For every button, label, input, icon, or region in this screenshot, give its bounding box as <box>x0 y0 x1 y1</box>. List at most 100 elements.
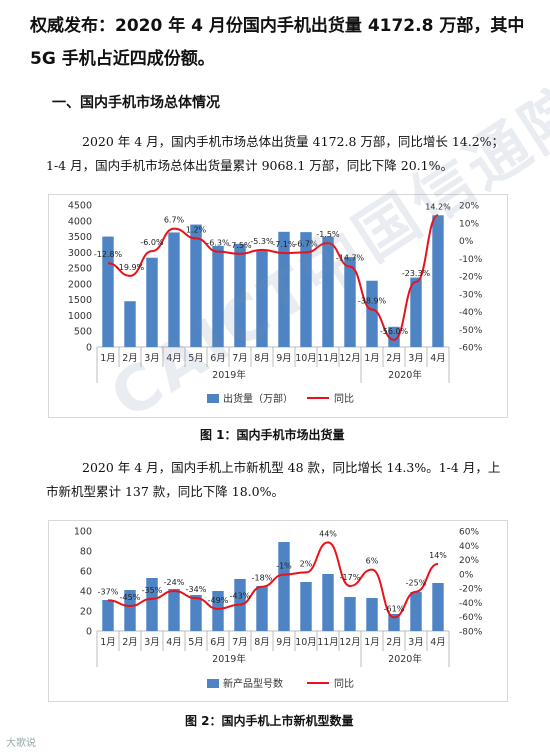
x-tick-label: 4月 <box>430 637 446 648</box>
bar <box>366 598 378 631</box>
y-tick-label: 1000 <box>68 311 92 322</box>
data-label: -34% <box>186 585 207 594</box>
bar <box>322 236 334 347</box>
bar <box>388 326 400 347</box>
x-tick-label: 3月 <box>408 353 424 364</box>
y2-tick-label: -20% <box>459 585 483 595</box>
y-tick-label: 60 <box>80 567 92 578</box>
legend-label-bar: 新产品型号数 <box>223 677 283 690</box>
x-tick-label: 3月 <box>408 637 424 648</box>
bar <box>300 232 312 347</box>
bar <box>256 586 268 631</box>
bar <box>366 280 378 347</box>
data-label: -6.0% <box>140 238 164 247</box>
data-label: -12.8% <box>94 250 123 259</box>
data-label: -37% <box>98 587 119 596</box>
x-tick-label: 10月 <box>295 637 317 648</box>
x-tick-label: 4月 <box>430 353 446 364</box>
bar <box>344 597 356 631</box>
legend-swatch-bar <box>207 394 219 403</box>
bar <box>278 542 290 631</box>
y2-tick-label: 60% <box>459 528 479 538</box>
data-label: 6.7% <box>164 216 185 225</box>
bar <box>124 590 136 631</box>
data-label: -5.3% <box>250 237 274 246</box>
x-group-label: 2020年 <box>388 653 422 665</box>
bar <box>102 236 114 347</box>
legend-swatch-bar <box>207 679 219 688</box>
x-tick-label: 5月 <box>188 353 204 364</box>
bar <box>300 582 312 631</box>
bar <box>212 591 224 631</box>
x-tick-label: 11月 <box>317 637 339 648</box>
x-group-label: 2020年 <box>388 369 422 381</box>
chart-shipments-svg: 0 500 1000 1500 2000 2500 3000 3500 4000 4500 20% 1… <box>68 201 483 406</box>
paragraph-2-line-1: 2020 年 4 月，国内手机上市新机型 48 款，同比增长 14.3%。1-4… <box>82 460 501 475</box>
paragraph-1-line-2: 1-4 月，国内手机市场总体出货量累计 9068.1 万部，同比下降 20.1%… <box>46 158 453 173</box>
y2-tick-label: -20% <box>459 273 483 283</box>
y-tick-label: 2000 <box>68 279 92 290</box>
y2-tick-label: 0% <box>459 237 474 247</box>
bar <box>146 257 158 347</box>
x-tick-label: 12月 <box>339 353 361 364</box>
y-tick-label: 100 <box>74 527 92 538</box>
x-tick-label: 10月 <box>295 353 317 364</box>
x-tick-label: 4月 <box>166 353 182 364</box>
y2-tick-label: -60% <box>459 344 483 354</box>
data-label: -18% <box>252 574 273 583</box>
line-series-yoy <box>107 541 439 619</box>
x-tick-label: 2月 <box>122 637 138 648</box>
x-tick-label: 5月 <box>188 637 204 648</box>
x-group-label: 2019年 <box>212 653 246 665</box>
y-tick-label: 1500 <box>68 295 92 306</box>
y2-tick-label: -40% <box>459 599 483 609</box>
y2-tick-label: 10% <box>459 219 479 229</box>
chart-new-models: 0 20 40 60 80 100 60% 40% 20% 0% -20% -40% -60% -80% 1… <box>48 520 508 702</box>
bar <box>256 250 268 347</box>
data-label: -14.7% <box>336 254 365 263</box>
bar <box>234 243 246 347</box>
x-tick-label: 1月 <box>100 637 116 648</box>
y2-tick-label: -60% <box>459 613 483 623</box>
data-label: 14% <box>429 551 447 560</box>
data-label: -19.9% <box>116 263 145 272</box>
x-tick-label: 7月 <box>232 637 248 648</box>
x-group-label: 2019年 <box>212 369 246 381</box>
bar <box>344 257 356 347</box>
paragraph-2-line-2: 市新机型累计 137 款，同比下降 18.0%。 <box>46 484 284 499</box>
bar <box>410 592 422 631</box>
data-label: -7.1% <box>272 240 296 249</box>
bar <box>190 224 202 347</box>
bar <box>124 301 136 347</box>
legend-label-line: 同比 <box>334 678 354 690</box>
y-tick-label: 20 <box>80 607 92 618</box>
bar <box>102 600 114 631</box>
y-tick-label: 4500 <box>68 201 92 212</box>
y-tick-label: 40 <box>80 587 92 598</box>
corner-watermark: 大歌说 <box>6 738 36 749</box>
legend-label-line: 同比 <box>334 393 354 405</box>
x-tick-label: 1月 <box>364 353 380 364</box>
y2-tick-label: -50% <box>459 326 483 336</box>
data-label: -1.5% <box>316 230 340 239</box>
data-label: -7.5% <box>228 241 252 250</box>
paragraph-2: 2020 年 4 月，国内手机上市新机型 48 款，同比增长 14.3%。1-4… <box>46 456 536 504</box>
y-tick-label: 0 <box>86 627 92 638</box>
y2-tick-label: 40% <box>459 542 479 552</box>
bar <box>278 231 290 347</box>
figure-2-caption: 图 2：国内手机上市新机型数量 <box>185 714 354 728</box>
y-tick-label: 2500 <box>68 264 92 275</box>
y2-tick-label: -30% <box>459 290 483 300</box>
x-tick-label: 8月 <box>254 353 270 364</box>
bar <box>212 246 224 347</box>
y2-tick-label: -40% <box>459 308 483 318</box>
figure-1-caption: 图 1：国内手机市场出货量 <box>200 428 345 442</box>
y2-tick-label: -10% <box>459 255 483 265</box>
bar <box>168 589 180 631</box>
data-label: -23.3% <box>402 269 431 278</box>
x-tick-label: 2月 <box>386 637 402 648</box>
data-label: -45% <box>120 593 141 602</box>
y-tick-label: 0 <box>86 343 92 354</box>
x-tick-label: 12月 <box>339 637 361 648</box>
y2-tick-label: 20% <box>459 556 479 566</box>
